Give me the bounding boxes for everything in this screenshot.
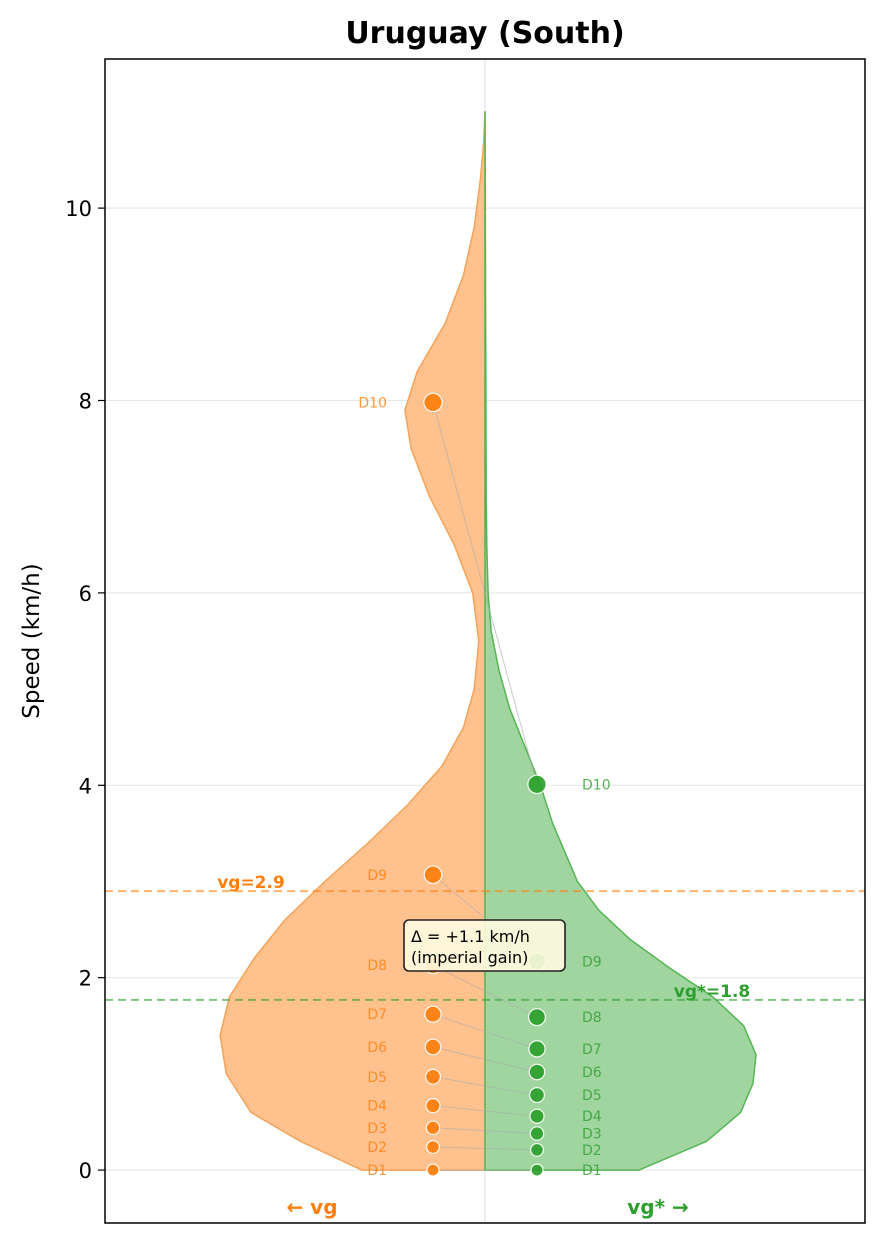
decile-point-vg-star-d6 (528, 1063, 546, 1081)
decile-label-vg-d2: D2 (367, 1140, 387, 1156)
decile-point-vg-star-d10 (527, 774, 547, 795)
decile-label-vg-star-d4: D4 (582, 1109, 602, 1125)
y-axis-ticks: 0 2 4 6 8 10 (65, 197, 105, 1183)
tick-label-y-8: 8 (79, 390, 92, 414)
tick-label-y-0: 0 (79, 1159, 92, 1183)
decile-point-vg-d1 (426, 1163, 440, 1177)
chart-title: Uruguay (South) (345, 16, 624, 51)
decile-label-vg-star-d6: D6 (582, 1065, 602, 1081)
violin-vg-star (484, 111, 757, 1171)
annotation-delta-text: Δ = +1.1 km/h (411, 927, 530, 946)
connector-d8 (432, 964, 538, 1018)
annotation-gain-text: (imperial gain) (411, 948, 528, 967)
decile-labels: D1D2D3D4D5D6D7D8D9D10D1D2D3D4D5D6D7D8D9D… (358, 395, 610, 1179)
decile-point-vg-d4 (425, 1097, 441, 1114)
decile-point-vg-d9 (423, 865, 443, 885)
mean-lines: vg=2.9 vg*=1.8 (105, 873, 865, 1002)
mean-label-vg-star: vg*=1.8 (674, 982, 751, 1002)
decile-connectors (432, 402, 538, 1171)
decile-point-vg-star-d7 (528, 1040, 546, 1058)
decile-point-vg-d7 (424, 1005, 442, 1023)
y-axis-label: Speed (km/h) (19, 563, 45, 718)
decile-point-vg-star-d3 (529, 1126, 545, 1141)
decile-label-vg-d9: D9 (367, 868, 387, 884)
decile-label-vg-d3: D3 (367, 1121, 387, 1137)
decile-point-vg-star-d5 (528, 1087, 545, 1104)
decile-label-vg-d10: D10 (358, 395, 387, 411)
decile-point-vg-d6 (424, 1038, 442, 1056)
decile-point-vg-d5 (425, 1068, 442, 1085)
decile-label-vg-star-d8: D8 (582, 1010, 602, 1026)
decile-point-vg-star-d4 (529, 1108, 545, 1124)
tick-label-y-4: 4 (79, 774, 92, 798)
decile-label-vg-star-d1: D1 (582, 1163, 602, 1179)
mean-label-vg: vg=2.9 (217, 873, 285, 893)
vg-star-side-label: vg* → (627, 1195, 689, 1219)
connector-d6 (432, 1046, 538, 1073)
decile-point-vg-d3 (425, 1120, 441, 1136)
decile-label-vg-d7: D7 (367, 1007, 387, 1023)
decile-label-vg-star-d10: D10 (582, 777, 611, 793)
connector-d5 (432, 1076, 538, 1096)
tick-label-y-2: 2 (79, 967, 92, 991)
decile-label-vg-d6: D6 (367, 1040, 387, 1056)
connector-d10 (432, 402, 538, 785)
decile-label-vg-star-d5: D5 (582, 1088, 602, 1104)
delta-annotation: Δ = +1.1 km/h (imperial gain) (403, 919, 566, 972)
decile-label-vg-d8: D8 (367, 958, 387, 974)
decile-label-vg-d1: D1 (367, 1163, 387, 1179)
connector-d2 (432, 1146, 538, 1151)
connector-d3 (432, 1127, 538, 1135)
decile-point-vg-star-d1 (530, 1163, 544, 1177)
decile-point-vg-star-d8 (527, 1008, 547, 1027)
violin-vg (219, 111, 486, 1171)
tick-label-y-6: 6 (79, 582, 92, 606)
decile-label-vg-star-d2: D2 (582, 1143, 602, 1159)
decile-label-vg-star-d7: D7 (582, 1042, 602, 1058)
decile-label-vg-d5: D5 (367, 1070, 387, 1086)
tick-label-y-10: 10 (65, 197, 92, 221)
decile-label-vg-d4: D4 (367, 1099, 387, 1115)
decile-point-vg-d2 (426, 1140, 440, 1154)
vg-side-label: ← vg (286, 1195, 337, 1219)
plot-frame (104, 58, 866, 1224)
annotation-box (403, 919, 566, 972)
decile-label-vg-star-d3: D3 (582, 1127, 602, 1143)
decile-point-vg-star-d2 (530, 1142, 544, 1157)
decile-point-vg-d10 (423, 392, 443, 413)
violin-bodies (219, 111, 757, 1171)
connector-d4 (432, 1105, 538, 1117)
decile-label-vg-star-d9: D9 (582, 954, 602, 970)
connector-d7 (432, 1013, 538, 1050)
